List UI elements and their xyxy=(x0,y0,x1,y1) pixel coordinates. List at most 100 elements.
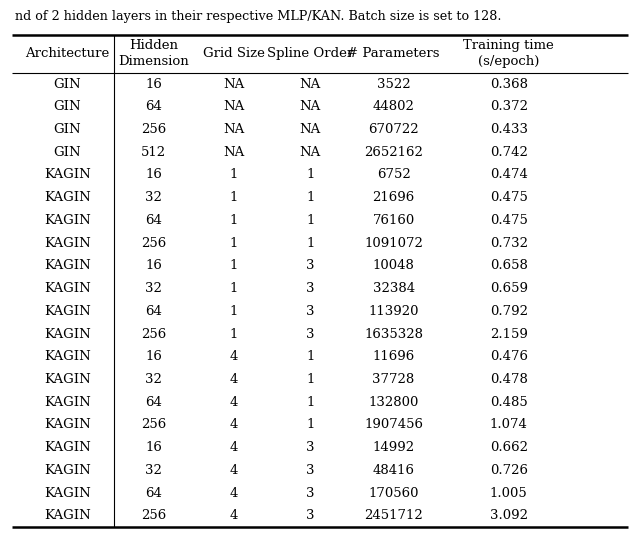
Text: 3: 3 xyxy=(306,328,315,341)
Text: 1: 1 xyxy=(306,350,315,363)
Text: 0.726: 0.726 xyxy=(490,464,528,477)
Text: 0.372: 0.372 xyxy=(490,100,528,113)
Text: 256: 256 xyxy=(141,418,166,431)
Text: 1: 1 xyxy=(229,282,238,295)
Text: 4: 4 xyxy=(229,396,238,409)
Text: nd of 2 hidden layers in their respective MLP/KAN. Batch size is set to 128.: nd of 2 hidden layers in their respectiv… xyxy=(15,10,501,23)
Text: 0.742: 0.742 xyxy=(490,146,528,159)
Text: KAGIN: KAGIN xyxy=(44,305,91,318)
Text: KAGIN: KAGIN xyxy=(44,441,91,454)
Text: 1: 1 xyxy=(229,191,238,204)
Text: 1: 1 xyxy=(229,259,238,272)
Text: 1: 1 xyxy=(306,373,315,386)
Text: 16: 16 xyxy=(145,441,162,454)
Text: # Parameters: # Parameters xyxy=(348,47,440,60)
Text: 6752: 6752 xyxy=(377,169,410,182)
Text: 0.368: 0.368 xyxy=(490,78,528,91)
Text: 132800: 132800 xyxy=(369,396,419,409)
Text: KAGIN: KAGIN xyxy=(44,373,91,386)
Text: 3: 3 xyxy=(306,305,315,318)
Text: NA: NA xyxy=(300,78,321,91)
Text: Spline Order: Spline Order xyxy=(268,47,353,60)
Text: 0.662: 0.662 xyxy=(490,441,528,454)
Text: 0.475: 0.475 xyxy=(490,191,528,204)
Text: 670722: 670722 xyxy=(368,123,419,136)
Text: 1: 1 xyxy=(229,328,238,341)
Text: KAGIN: KAGIN xyxy=(44,282,91,295)
Text: 0.476: 0.476 xyxy=(490,350,528,363)
Text: 3: 3 xyxy=(306,441,315,454)
Text: NA: NA xyxy=(223,123,244,136)
Text: 3: 3 xyxy=(306,259,315,272)
Text: 170560: 170560 xyxy=(369,487,419,500)
Text: 3: 3 xyxy=(306,282,315,295)
Text: 2451712: 2451712 xyxy=(364,509,423,522)
Text: 2.159: 2.159 xyxy=(490,328,528,341)
Text: 64: 64 xyxy=(145,100,162,113)
Text: 76160: 76160 xyxy=(372,214,415,227)
Text: 4: 4 xyxy=(229,441,238,454)
Text: Architecture: Architecture xyxy=(25,47,109,60)
Text: 1091072: 1091072 xyxy=(364,237,423,250)
Text: NA: NA xyxy=(223,78,244,91)
Text: 1: 1 xyxy=(306,418,315,431)
Text: 32: 32 xyxy=(145,191,162,204)
Text: 4: 4 xyxy=(229,509,238,522)
Text: 1635328: 1635328 xyxy=(364,328,423,341)
Text: 1: 1 xyxy=(306,169,315,182)
Text: 64: 64 xyxy=(145,487,162,500)
Text: 0.658: 0.658 xyxy=(490,259,528,272)
Text: 256: 256 xyxy=(141,237,166,250)
Text: 113920: 113920 xyxy=(369,305,419,318)
Text: 16: 16 xyxy=(145,350,162,363)
Text: GIN: GIN xyxy=(53,146,81,159)
Text: KAGIN: KAGIN xyxy=(44,328,91,341)
Text: 1907456: 1907456 xyxy=(364,418,423,431)
Text: 2652162: 2652162 xyxy=(364,146,423,159)
Text: 4: 4 xyxy=(229,464,238,477)
Text: 32: 32 xyxy=(145,282,162,295)
Text: NA: NA xyxy=(300,123,321,136)
Text: KAGIN: KAGIN xyxy=(44,259,91,272)
Text: 1: 1 xyxy=(306,214,315,227)
Text: 21696: 21696 xyxy=(372,191,415,204)
Text: 1: 1 xyxy=(306,237,315,250)
Text: 4: 4 xyxy=(229,373,238,386)
Text: 16: 16 xyxy=(145,169,162,182)
Text: 0.732: 0.732 xyxy=(490,237,528,250)
Text: 32: 32 xyxy=(145,373,162,386)
Text: 4: 4 xyxy=(229,350,238,363)
Text: 3: 3 xyxy=(306,509,315,522)
Text: KAGIN: KAGIN xyxy=(44,487,91,500)
Text: 1.074: 1.074 xyxy=(490,418,528,431)
Text: KAGIN: KAGIN xyxy=(44,169,91,182)
Text: 14992: 14992 xyxy=(372,441,415,454)
Text: KAGIN: KAGIN xyxy=(44,464,91,477)
Text: 3: 3 xyxy=(306,487,315,500)
Text: KAGIN: KAGIN xyxy=(44,418,91,431)
Text: KAGIN: KAGIN xyxy=(44,237,91,250)
Text: KAGIN: KAGIN xyxy=(44,191,91,204)
Text: GIN: GIN xyxy=(53,123,81,136)
Text: 1: 1 xyxy=(229,169,238,182)
Text: 1: 1 xyxy=(306,191,315,204)
Text: 48416: 48416 xyxy=(372,464,415,477)
Text: 64: 64 xyxy=(145,305,162,318)
Text: 1: 1 xyxy=(306,396,315,409)
Text: 0.659: 0.659 xyxy=(490,282,528,295)
Text: KAGIN: KAGIN xyxy=(44,350,91,363)
Text: Hidden
Dimension: Hidden Dimension xyxy=(118,39,189,68)
Text: NA: NA xyxy=(223,100,244,113)
Text: 3: 3 xyxy=(306,464,315,477)
Text: 1.005: 1.005 xyxy=(490,487,527,500)
Text: 3522: 3522 xyxy=(377,78,410,91)
Text: 1: 1 xyxy=(229,214,238,227)
Text: 0.475: 0.475 xyxy=(490,214,528,227)
Text: 32384: 32384 xyxy=(372,282,415,295)
Text: 256: 256 xyxy=(141,328,166,341)
Text: Training time
(s/epoch): Training time (s/epoch) xyxy=(463,39,554,68)
Text: NA: NA xyxy=(300,100,321,113)
Text: NA: NA xyxy=(223,146,244,159)
Text: 1: 1 xyxy=(229,237,238,250)
Text: 0.474: 0.474 xyxy=(490,169,528,182)
